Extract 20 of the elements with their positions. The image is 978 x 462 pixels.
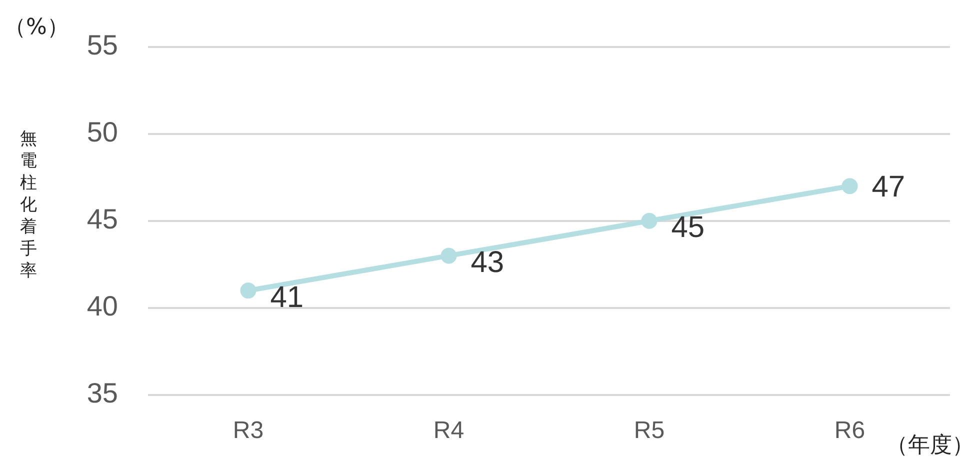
x-tick-label: R6: [834, 417, 866, 444]
y-axis-title: 無電柱化着手率: [20, 128, 37, 282]
data-label: 45: [671, 211, 705, 244]
y-tick-label: 40: [86, 290, 118, 322]
point: [641, 212, 658, 229]
x-tick-label: R5: [634, 417, 665, 444]
point: [842, 178, 858, 194]
x-tick-label: R4: [433, 417, 464, 444]
y-tick-label: 45: [86, 204, 118, 235]
y-tick-label: 50: [86, 116, 118, 148]
x-tick-label: R3: [232, 417, 264, 444]
data-label: 41: [270, 280, 304, 314]
x-axis-title: （年度）: [886, 432, 974, 460]
data-label: 47: [872, 170, 906, 204]
point: [240, 282, 256, 299]
y-tick-label: 55: [86, 30, 118, 61]
y-tick-label: 35: [86, 378, 118, 409]
text: （%）: [4, 14, 69, 42]
data-label: 43: [470, 246, 504, 279]
point: [440, 248, 457, 264]
